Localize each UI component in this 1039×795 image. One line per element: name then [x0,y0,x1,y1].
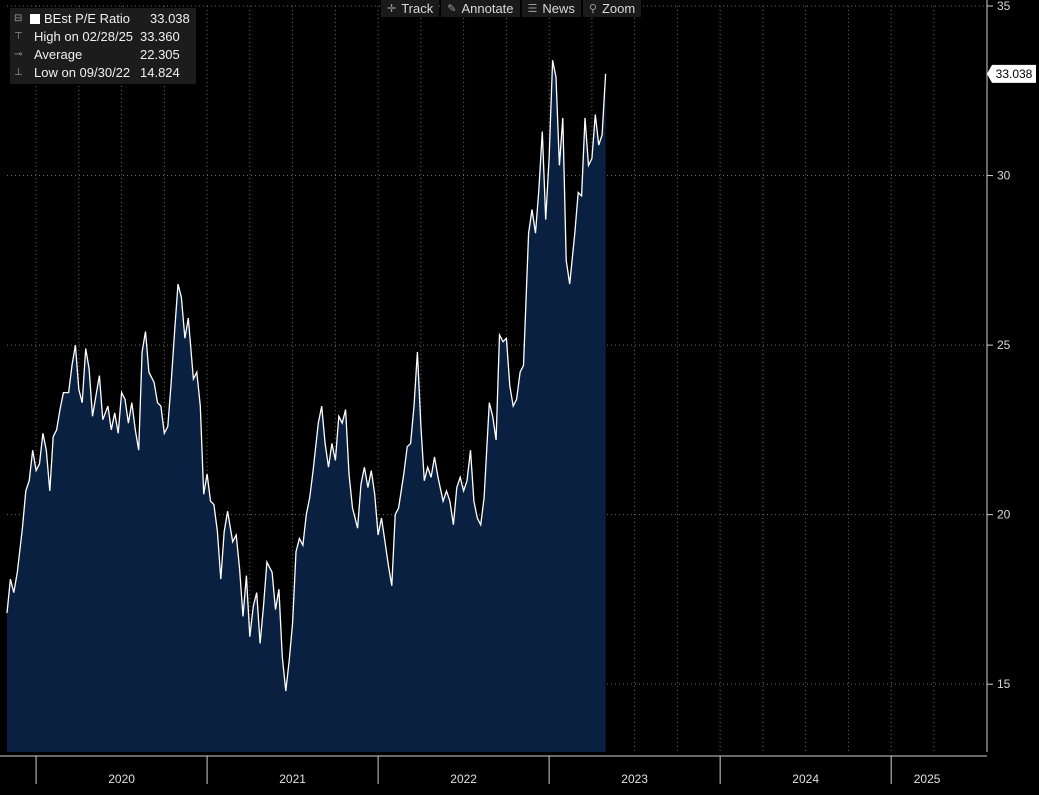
series-name: BEst P/E Ratio [44,11,130,26]
series-value: 33.038 [150,11,190,26]
y-tick-label: 30 [997,169,1011,183]
track-label: Track [401,1,434,16]
y-tick-label: 25 [997,338,1011,352]
last-value-label: 33.038 [987,64,1036,83]
y-tick-label: 20 [997,508,1011,522]
zoom-label: Zoom [601,1,636,16]
y-tick-label: 15 [997,677,1011,691]
average-label: Average [34,47,83,62]
annotate-label: Annotate [461,1,514,16]
legend-series-row[interactable]: ⊟ BEst P/E Ratio 33.038 [14,10,190,28]
x-tick-label: 2024 [792,772,819,786]
low-label: Low on 09/30/22 [34,65,131,80]
pencil-icon: ✎ [447,2,457,15]
collapse-icon[interactable]: ⊟ [14,13,23,24]
series-line [6,60,607,692]
x-tick-label: 2020 [108,772,135,786]
chart-toolbar: ✛ Track ✎ Annotate ☰ News ⚲ Zoom [381,0,642,17]
news-icon: ☰ [527,2,538,15]
series-swatch [30,14,40,24]
news-button[interactable]: ☰ News [521,0,581,17]
low-value: 14.824 [140,65,180,80]
x-tick-label: 2022 [450,772,477,786]
y-tick-label: 35 [997,0,1011,13]
legend-low-row: ⊥ Low on 09/30/22 14.824 [14,64,190,82]
high-value: 33.360 [140,29,180,44]
average-marker-icon: ⊸ [14,49,23,60]
average-value: 22.305 [140,47,180,62]
magnifier-icon: ⚲ [588,2,597,15]
news-label: News [542,1,575,16]
zoom-button[interactable]: ⚲ Zoom [582,0,642,17]
x-tick-label: 2023 [621,772,648,786]
track-button[interactable]: ✛ Track [381,0,440,17]
chart-legend: ⊟ BEst P/E Ratio 33.038 ⊤ High on 02/28/… [10,8,196,84]
last-value-text: 33.038 [996,67,1033,81]
crosshair-icon: ✛ [387,2,397,15]
last-value-box [987,64,1036,83]
series-area-fill [7,60,606,753]
legend-high-row: ⊤ High on 02/28/25 33.360 [14,28,190,46]
x-tick-label: 2025 [914,772,941,786]
high-marker-icon: ⊤ [14,31,23,42]
annotate-button[interactable]: ✎ Annotate [441,0,520,17]
legend-average-row: ⊸ Average 22.305 [14,46,190,64]
low-marker-icon: ⊥ [14,67,23,78]
x-tick-label: 2021 [279,772,306,786]
high-label: High on 02/28/25 [34,29,134,44]
